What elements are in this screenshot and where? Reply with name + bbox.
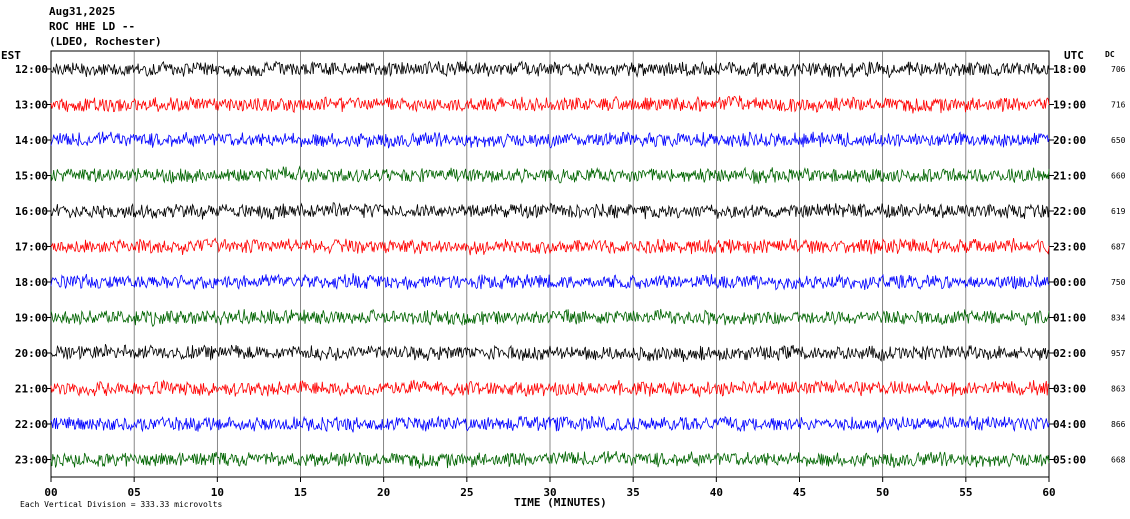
row-dc-label: 660 [1111,172,1126,181]
station-label: ROC HHE LD -- [49,20,136,33]
row-utc-label: 21:00 [1053,170,1086,183]
row-est-label: 15:00 [15,170,48,183]
seismic-trace [50,273,1050,291]
seismic-trace [50,379,1050,398]
x-tick-label: 00 [44,486,57,499]
row-est-label: 13:00 [15,99,48,112]
x-tick-label: 05 [128,486,141,499]
row-dc-label: 619 [1111,207,1126,216]
row-dc-label: 687 [1111,243,1126,252]
seismic-trace [50,202,1050,220]
row-utc-label: 00:00 [1053,276,1086,289]
row-dc-label: 650 [1111,136,1126,145]
row-est-label: 12:00 [15,63,48,76]
row-utc-label: 01:00 [1053,312,1086,325]
row-dc-label: 834 [1111,314,1126,323]
row-est-label: 16:00 [15,205,48,218]
row-est-label: 20:00 [15,347,48,360]
x-tick-label: 35 [627,486,640,499]
x-tick-label: 20 [377,486,390,499]
seismic-trace [50,165,1050,185]
row-utc-label: 22:00 [1053,205,1086,218]
seismic-trace [50,237,1050,256]
row-utc-label: 02:00 [1053,347,1086,360]
row-dc-label: 750 [1111,278,1126,287]
right-timezone-label: UTC [1064,49,1084,62]
date-label: Aug31,2025 [49,5,116,18]
x-tick-label: 15 [294,486,307,499]
seismic-trace [50,450,1050,469]
row-est-label: 18:00 [15,276,48,289]
x-tick-label: 50 [876,486,889,499]
x-tick-label: 55 [959,486,972,499]
row-dc-label: 863 [1111,385,1126,394]
row-dc-label: 706 [1111,65,1126,74]
left-timezone-label: EST [1,49,21,62]
seismic-trace [50,415,1050,434]
row-est-label: 19:00 [15,312,48,325]
seismic-trace [50,131,1050,149]
row-utc-label: 19:00 [1053,99,1086,112]
network-label: (LDEO, Rochester) [49,35,162,48]
x-axis-label: TIME (MINUTES) [514,496,607,509]
row-dc-label: 957 [1111,349,1126,358]
scale-footnote: Each Vertical Division = 333.33 microvol… [20,500,223,509]
row-dc-label: 866 [1111,420,1126,429]
row-utc-label: 23:00 [1053,241,1086,254]
seismic-trace [50,60,1050,78]
dc-header-label: DC [1105,50,1115,59]
row-utc-label: 18:00 [1053,63,1086,76]
row-est-label: 21:00 [15,383,48,396]
row-est-label: 23:00 [15,454,48,467]
seismic-trace [50,343,1050,362]
seismic-trace [50,308,1050,327]
x-tick-label: 30 [543,486,556,499]
x-tick-label: 10 [211,486,224,499]
row-utc-label: 05:00 [1053,454,1086,467]
seismic-trace [50,95,1050,114]
row-utc-label: 20:00 [1053,134,1086,147]
x-tick-label: 40 [710,486,723,499]
x-tick-label: 60 [1042,486,1055,499]
row-utc-label: 04:00 [1053,418,1086,431]
row-est-label: 22:00 [15,418,48,431]
row-utc-label: 03:00 [1053,383,1086,396]
x-tick-label: 25 [460,486,473,499]
row-est-label: 14:00 [15,134,48,147]
x-tick-label: 45 [793,486,806,499]
row-dc-label: 716 [1111,101,1126,110]
row-est-label: 17:00 [15,241,48,254]
row-dc-label: 668 [1111,456,1126,465]
